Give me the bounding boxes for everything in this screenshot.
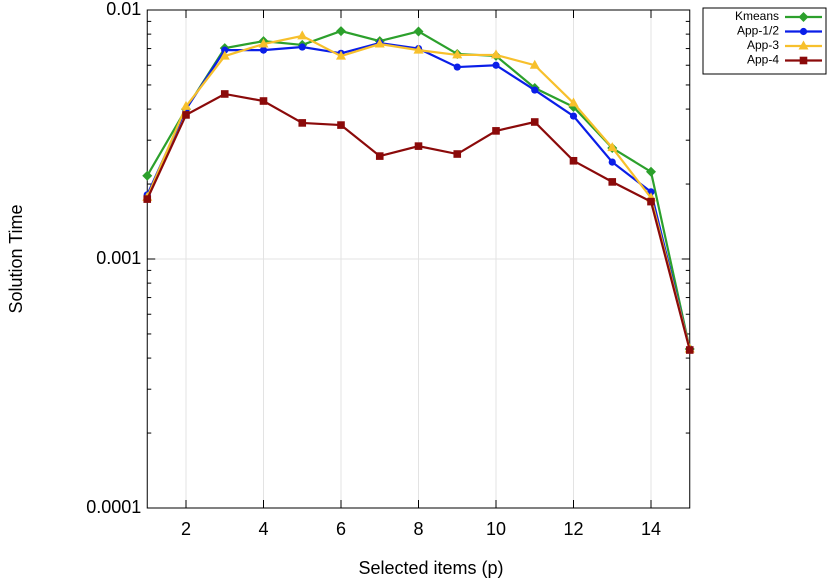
marker bbox=[298, 119, 307, 127]
marker bbox=[647, 188, 655, 196]
marker bbox=[336, 50, 346, 60]
marker bbox=[221, 46, 229, 54]
marker bbox=[143, 195, 152, 203]
marker bbox=[142, 170, 153, 181]
marker bbox=[220, 90, 229, 98]
x-axis-label: Selected items (p) bbox=[358, 558, 503, 578]
plot-frame bbox=[146, 9, 691, 509]
marker bbox=[413, 26, 424, 37]
x-tick-label: 4 bbox=[258, 519, 268, 539]
marker bbox=[219, 50, 230, 60]
marker bbox=[531, 86, 539, 94]
x-tick-label: 10 bbox=[486, 519, 506, 539]
marker bbox=[258, 38, 269, 48]
x-tick-label: 2 bbox=[181, 519, 191, 539]
marker bbox=[492, 127, 500, 135]
marker bbox=[298, 43, 306, 51]
marker bbox=[568, 97, 579, 107]
marker bbox=[453, 150, 462, 158]
marker bbox=[529, 59, 540, 69]
marker bbox=[492, 61, 500, 69]
marker bbox=[452, 49, 463, 59]
marker bbox=[259, 46, 268, 54]
marker bbox=[647, 197, 655, 206]
marker bbox=[798, 40, 809, 50]
legend-label: App-4 bbox=[747, 53, 779, 67]
legend-label: Kmeans bbox=[735, 9, 779, 23]
marker bbox=[799, 56, 808, 65]
marker bbox=[374, 38, 385, 48]
y-tick-label: 0.0001 bbox=[86, 497, 141, 517]
legend-label: App-3 bbox=[747, 38, 779, 52]
marker bbox=[181, 100, 191, 110]
y-tick-label: 0.01 bbox=[106, 0, 141, 19]
marker bbox=[685, 346, 694, 354]
marker bbox=[259, 97, 268, 105]
marker bbox=[608, 158, 616, 166]
marker bbox=[414, 142, 423, 150]
x-tick-label: 6 bbox=[336, 519, 346, 539]
marker bbox=[607, 142, 618, 152]
marker bbox=[798, 12, 809, 22]
marker bbox=[453, 63, 461, 71]
x-tick-label: 14 bbox=[641, 519, 661, 539]
marker bbox=[569, 112, 578, 120]
marker bbox=[799, 27, 808, 36]
marker bbox=[413, 44, 424, 54]
x-tick-label: 12 bbox=[563, 519, 583, 539]
y-tick-label: 0.001 bbox=[96, 248, 141, 268]
y-axis-label: Solution Time bbox=[6, 204, 26, 313]
marker bbox=[491, 49, 501, 59]
marker bbox=[569, 156, 578, 165]
legend-label: App-1/2 bbox=[737, 24, 779, 38]
marker bbox=[337, 121, 345, 129]
x-tick-label: 8 bbox=[413, 519, 423, 539]
marker bbox=[608, 178, 617, 186]
marker bbox=[336, 26, 346, 37]
marker bbox=[182, 111, 190, 119]
marker bbox=[530, 118, 539, 126]
marker bbox=[375, 152, 384, 160]
marker bbox=[646, 166, 656, 177]
marker bbox=[297, 30, 308, 40]
